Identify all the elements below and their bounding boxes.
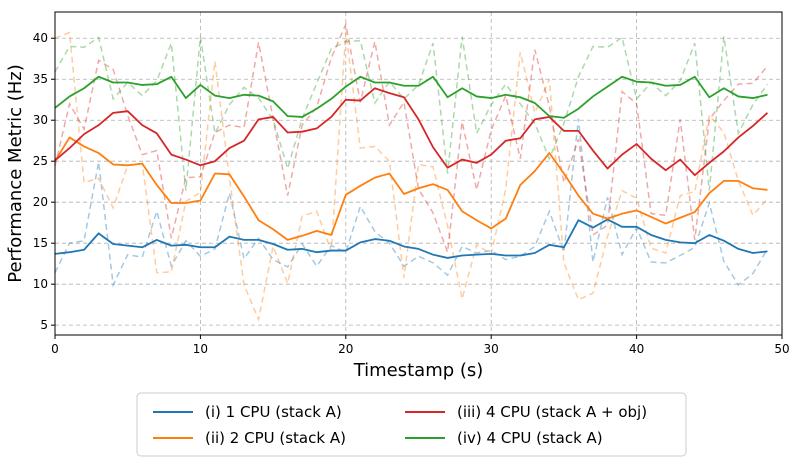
y-tick-label: 35 — [33, 72, 48, 86]
raw-series-line-1 — [54, 118, 769, 288]
y-tick-label: 5 — [40, 318, 48, 332]
ticks: 0 10 20 30 40 50 5 10 15 20 25 30 35 40 — [33, 31, 790, 356]
raw-series-line-4 — [54, 36, 769, 191]
legend: (i) 1 CPU (stack A) (ii) 2 CPU (stack A)… — [136, 392, 687, 457]
smoothed-series-line-1 — [54, 218, 768, 259]
grid — [55, 12, 782, 335]
y-tick-label: 15 — [33, 236, 48, 250]
x-tick-label: 20 — [338, 342, 353, 356]
legend-label-iii: (iii) 4 CPU (stack A + obj) — [457, 403, 647, 421]
legend-label-i: (i) 1 CPU (stack A) — [205, 403, 342, 421]
raw-series-line-2 — [54, 31, 769, 322]
x-axis-label: Timestamp (s) — [353, 360, 484, 381]
x-tick-label: 10 — [193, 342, 208, 356]
series-group — [54, 21, 769, 322]
y-tick-label: 20 — [33, 195, 48, 209]
x-tick-label: 30 — [484, 342, 499, 356]
smoothed-series-line-3 — [54, 87, 769, 177]
x-tick-label: 40 — [629, 342, 644, 356]
smoothed-series-line-2 — [54, 136, 768, 241]
legend-label-iv: (iv) 4 CPU (stack A) — [457, 429, 603, 447]
y-axis-label: Performance Metric (Hz) — [5, 64, 26, 283]
y-tick-label: 10 — [33, 277, 48, 291]
plot-frame — [54, 11, 783, 336]
legend-label-ii: (ii) 2 CPU (stack A) — [205, 429, 346, 447]
raw-series-line-3 — [54, 21, 769, 253]
x-tick-label: 0 — [51, 342, 59, 356]
smoothed-series-line-4 — [54, 75, 768, 119]
x-tick-label: 50 — [774, 342, 789, 356]
y-tick-label: 30 — [33, 113, 48, 127]
y-tick-label: 40 — [33, 31, 48, 45]
legend-box — [136, 392, 687, 457]
y-tick-label: 25 — [33, 154, 48, 168]
